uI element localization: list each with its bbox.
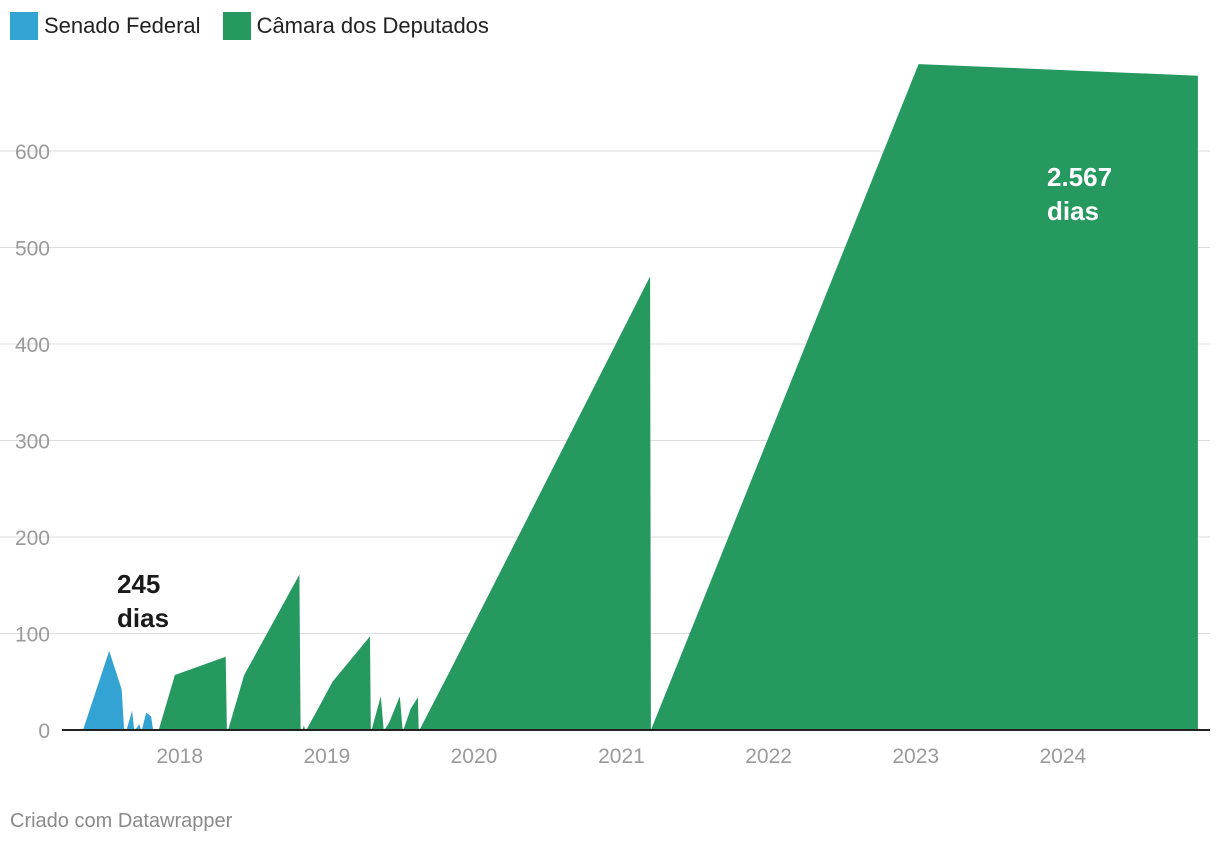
legend-item-senado: Senado Federal	[10, 12, 201, 40]
legend-item-camara: Câmara dos Deputados	[222, 12, 489, 40]
legend-swatch-camara	[222, 12, 251, 40]
x-tick-label-2023: 2023	[892, 745, 939, 768]
legend: Senado Federal Câmara dos Deputados	[10, 12, 489, 40]
annotation-camara-line-0: 2.567	[1047, 162, 1112, 192]
annotation-senado-line-1: dias	[117, 603, 169, 633]
area-camara-segment-0	[158, 656, 227, 730]
x-tick-label-2021: 2021	[598, 745, 645, 768]
x-tick-label-2022: 2022	[745, 745, 792, 768]
axes: 0 100 200 300 400 500 600 2018 2019 2020 2021 2022 2…	[15, 141, 1210, 768]
annotations: 245 dias 2.567 dias	[117, 162, 1112, 633]
area-senado-segment-1	[126, 710, 135, 730]
x-tick-label-2018: 2018	[156, 745, 203, 768]
y-tick-label-200: 200	[15, 527, 50, 550]
footer-credit: Criado com Datawrapper	[10, 810, 233, 832]
area-camara-segment-8	[650, 64, 1198, 731]
y-tick-label-500: 500	[15, 238, 50, 261]
area-senado-segment-0	[83, 650, 125, 730]
x-tick-label-2020: 2020	[451, 745, 498, 768]
area-senado-segment-3	[141, 712, 154, 730]
y-tick-label-0: 0	[38, 720, 50, 743]
y-tick-label-300: 300	[15, 431, 50, 454]
area-camara-segment-3	[306, 636, 371, 730]
annotation-senado-line-0: 245	[117, 569, 160, 599]
legend-swatch-senado	[10, 12, 38, 40]
y-tick-label-600: 600	[15, 141, 50, 164]
y-tick-label-400: 400	[15, 334, 50, 357]
area-camara-segment-6	[403, 697, 419, 730]
legend-label-senado: Senado Federal	[44, 13, 201, 38]
area-camara-segment-1	[228, 574, 301, 730]
area-camara-segment-7	[419, 276, 651, 730]
chart-areas	[83, 64, 1198, 731]
x-tick-label-2019: 2019	[303, 745, 350, 768]
area-camara-segment-2	[302, 725, 306, 730]
annotation-camara-line-1: dias	[1047, 196, 1099, 226]
area-camara-segment-4	[371, 696, 384, 730]
legend-label-camara: Câmara dos Deputados	[256, 13, 489, 38]
x-tick-label-2024: 2024	[1040, 745, 1087, 768]
area-senado-segment-2	[135, 724, 141, 730]
area-camara-segment-5	[384, 696, 403, 730]
y-tick-label-100: 100	[15, 624, 50, 647]
